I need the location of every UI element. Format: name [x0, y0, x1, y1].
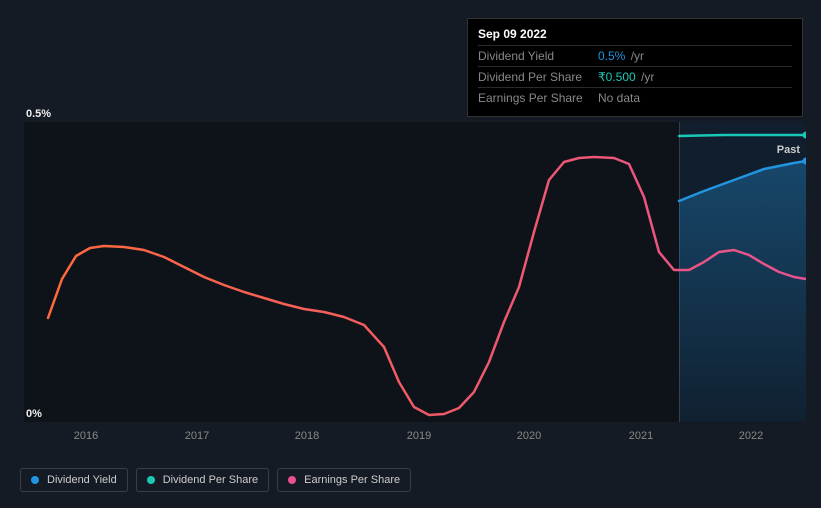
plot-area[interactable]: Past: [24, 122, 806, 422]
tooltip-value: ₹0.500 /yr: [598, 70, 792, 84]
tooltip-unit: /yr: [627, 49, 644, 63]
tooltip-row: Dividend Yield0.5% /yr: [478, 45, 792, 66]
y-tick-min: 0%: [26, 408, 42, 420]
chart: 0.5% Past 0% 201620172018201920202021202…: [24, 108, 806, 438]
x-tick: 2016: [74, 430, 98, 442]
legend-item[interactable]: Earnings Per Share: [277, 468, 411, 492]
chart-tooltip: Sep 09 2022 Dividend Yield0.5% /yrDivide…: [467, 18, 803, 117]
y-tick-max: 0.5%: [26, 108, 51, 120]
tooltip-row: Earnings Per ShareNo data: [478, 87, 792, 108]
chart-lines: [24, 122, 806, 422]
x-axis: 2016 2017 2018 2019 2020 2021 2022: [24, 430, 806, 450]
tooltip-value: 0.5% /yr: [598, 49, 792, 63]
legend-item[interactable]: Dividend Yield: [20, 468, 128, 492]
x-tick: 2017: [185, 430, 209, 442]
tooltip-value: No data: [598, 91, 792, 105]
legend-swatch: [147, 476, 155, 484]
tooltip-rows: Dividend Yield0.5% /yrDividend Per Share…: [478, 45, 792, 108]
tooltip-label: Dividend Yield: [478, 49, 598, 63]
tooltip-row: Dividend Per Share₹0.500 /yr: [478, 66, 792, 87]
legend-swatch: [31, 476, 39, 484]
legend-label: Dividend Per Share: [163, 474, 258, 486]
tooltip-date: Sep 09 2022: [478, 27, 792, 45]
legend-swatch: [288, 476, 296, 484]
legend-item[interactable]: Dividend Per Share: [136, 468, 269, 492]
tooltip-label: Dividend Per Share: [478, 70, 598, 84]
x-tick: 2019: [407, 430, 431, 442]
tooltip-label: Earnings Per Share: [478, 91, 598, 105]
past-label: Past: [777, 144, 800, 156]
x-tick: 2022: [739, 430, 763, 442]
x-tick: 2020: [517, 430, 541, 442]
legend: Dividend Yield Dividend Per Share Earnings…: [20, 468, 411, 492]
x-tick: 2018: [295, 430, 319, 442]
x-tick: 2021: [629, 430, 653, 442]
tooltip-unit: /yr: [638, 70, 655, 84]
legend-label: Earnings Per Share: [304, 474, 400, 486]
legend-label: Dividend Yield: [47, 474, 117, 486]
